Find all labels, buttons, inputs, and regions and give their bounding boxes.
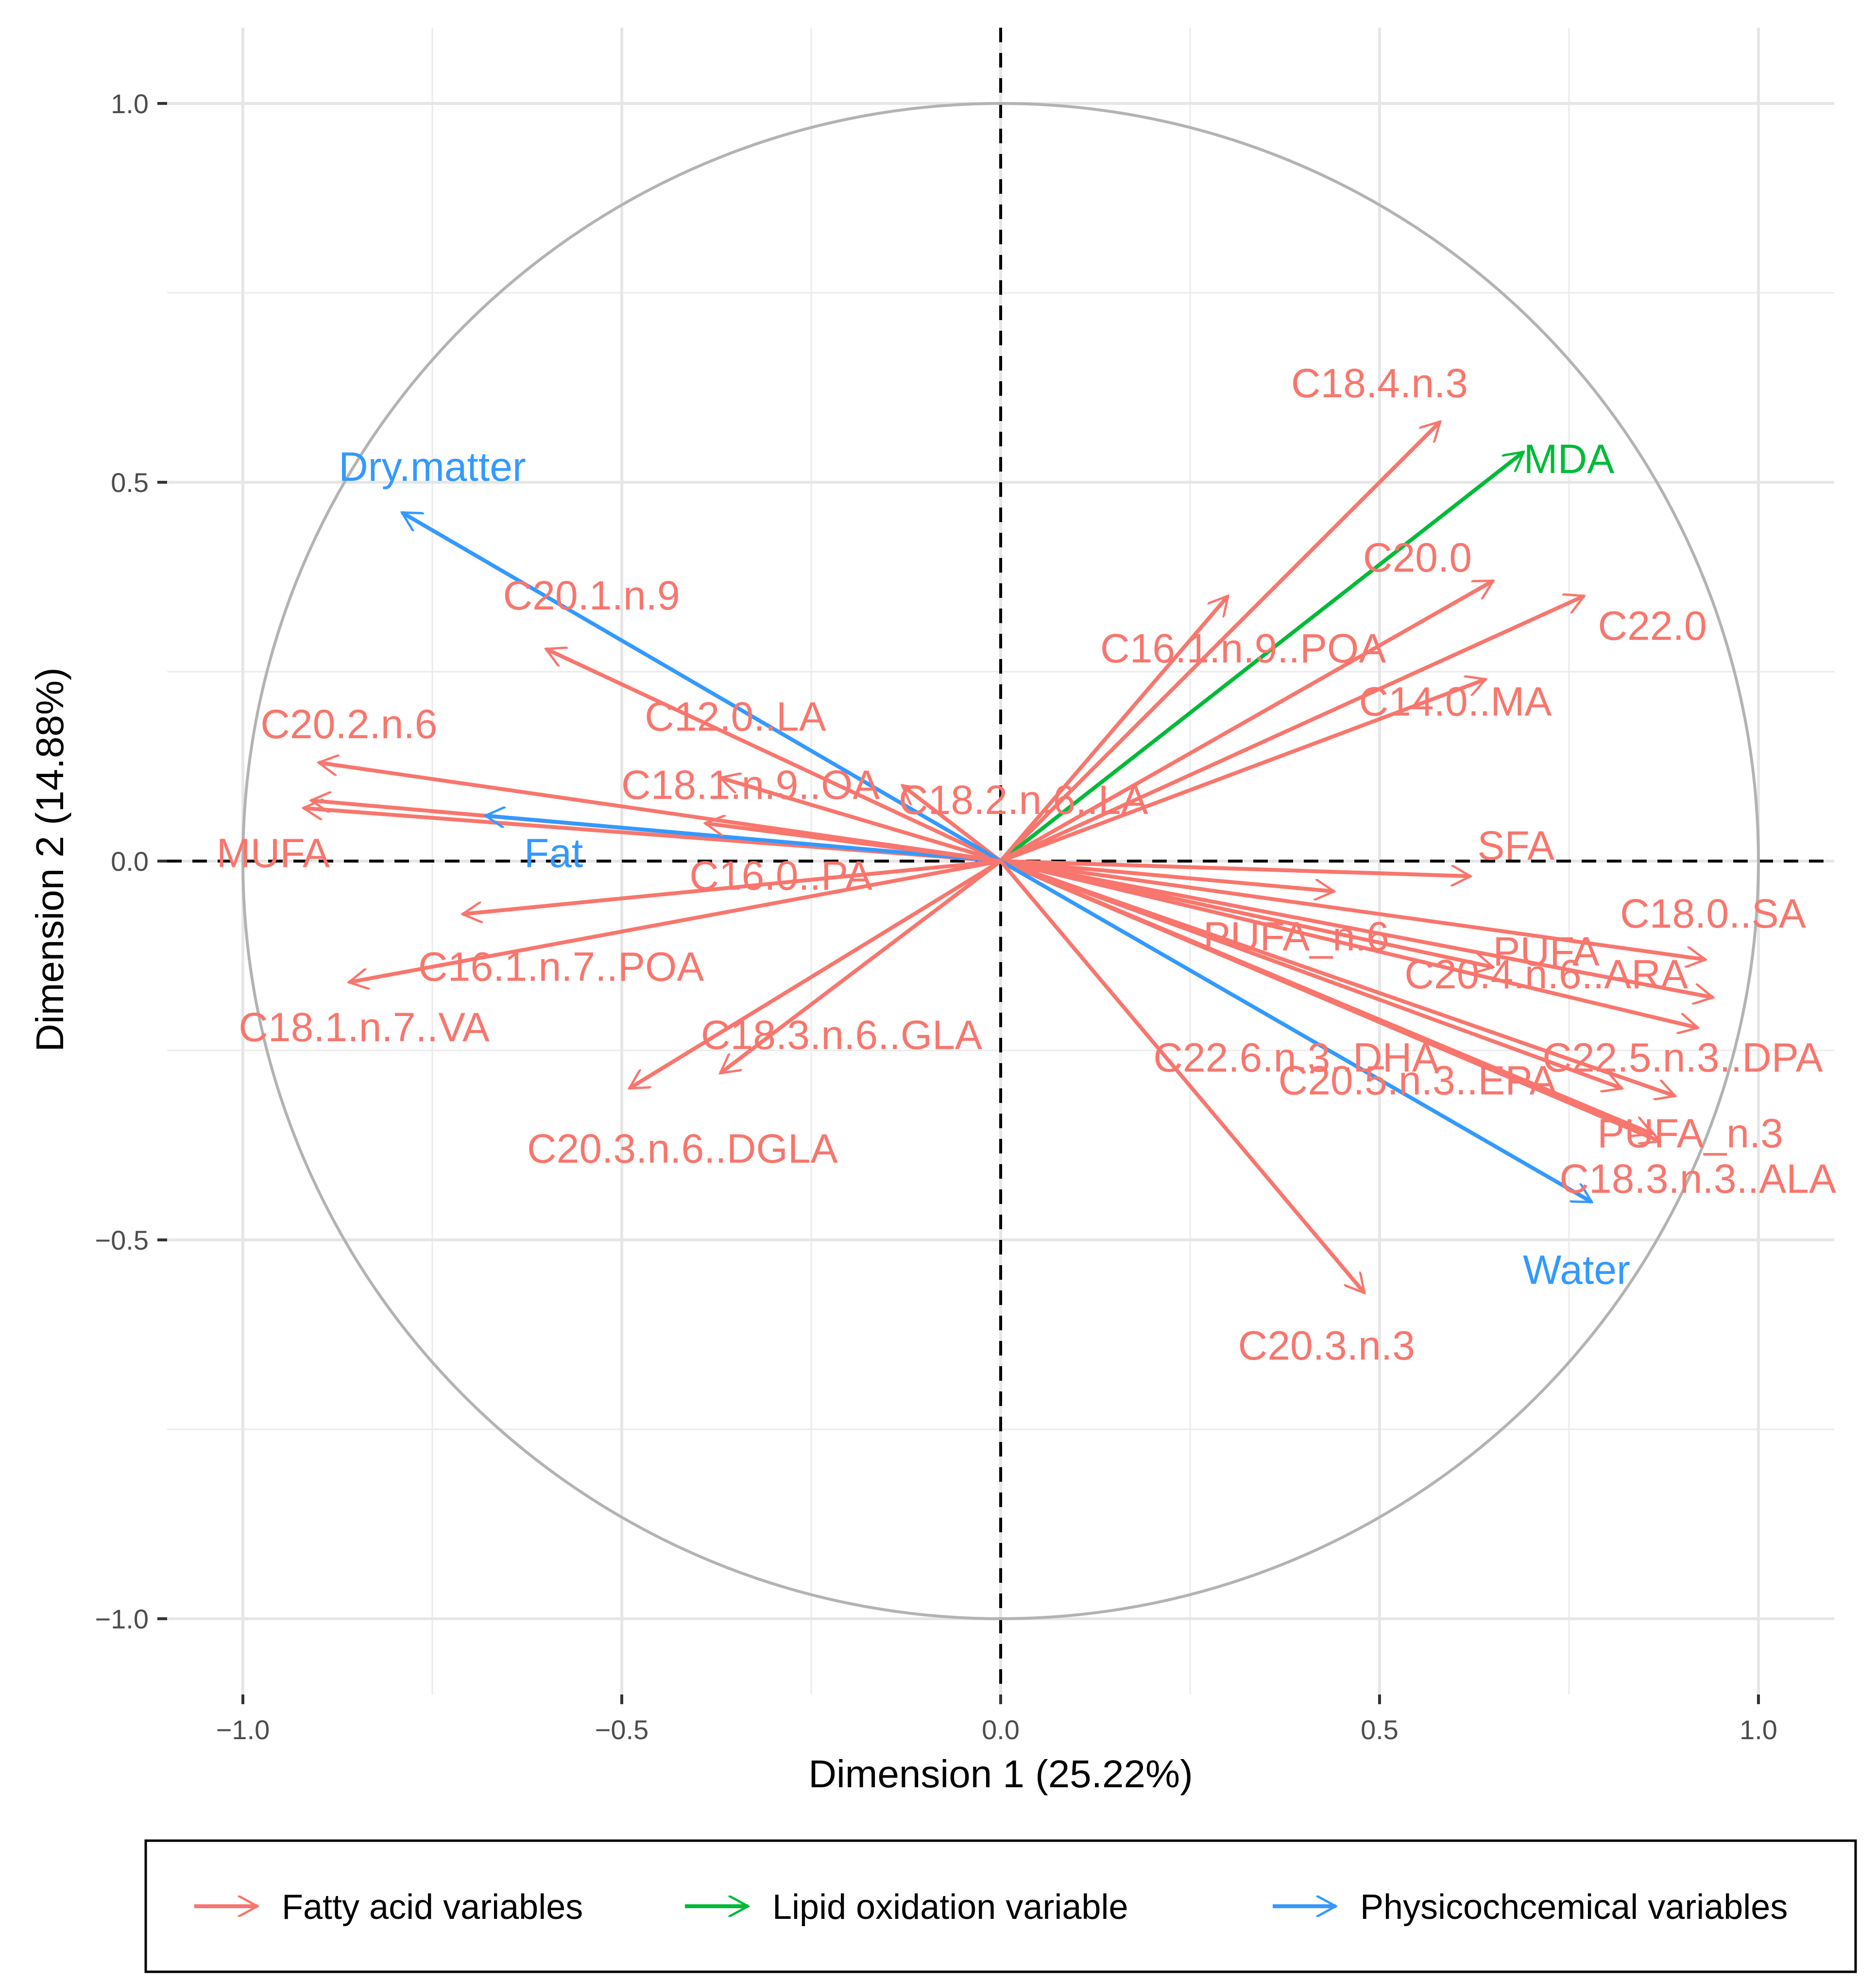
variable-label: Dry.matter [339,444,526,490]
variable-label: Water [1523,1247,1630,1292]
variable-arrow [1000,859,1470,876]
variable-arrow [1000,859,1592,1204]
variable-label: PUFA_n.3 [1597,1111,1783,1156]
y-tick-label: 1.0 [111,88,149,119]
variable-arrow [999,860,1364,1293]
variable-label: C20.3.n.3 [1238,1322,1415,1368]
variable-arrow [705,823,1001,863]
y-axis-title: Dimension 2 (14.88%) [28,667,71,1051]
variable-arrow [999,422,1440,863]
variable-arrow [546,649,1002,863]
variable-arrow [1000,679,1485,863]
x-tick-label: −1.0 [216,1714,270,1745]
variable-label: C16.1.n.7..POA [418,944,704,989]
variable-arrow [1000,859,1698,1028]
x-tick-label: −0.5 [595,1714,649,1745]
variable-arrow [720,859,1002,1075]
variable-label: C18.1.n.9..OA [621,762,880,808]
variable-arrow [1000,859,1334,891]
variable-label: C22.6.n.3..DHA [1153,1035,1439,1081]
variable-label: MDA [1524,436,1615,482]
variable-label: C18.0..SA [1620,891,1806,936]
x-tick-label: 0.0 [982,1714,1020,1745]
variable-label: C22.5.n.3..DPA [1542,1035,1823,1081]
variable-label: C20.3.n.6..DGLA [527,1126,838,1171]
variable-label: C18.1.n.7..VA [239,1004,490,1050]
variable-label: C18.3.n.3..ALA [1559,1156,1836,1202]
variable-arrow [999,450,1523,863]
variable-arrow [999,596,1228,863]
variable-label: C22.0 [1598,603,1707,648]
variable-arrow [1000,579,1493,863]
variable-label: C16.1.n.9..POA [1100,626,1386,671]
legend-box [144,1839,1857,1973]
variable-arrow [1000,859,1705,960]
variable-label: C20.4.n.6..ARA [1404,951,1688,997]
variable-arrow [485,815,1001,863]
legend-entry-label: Lipid oxidation variable [772,1888,1128,1927]
variable-label: C12.0..LA [645,694,826,740]
variable-arrow [462,859,1001,914]
variable-label: C20.5.n.3..EPA [1279,1057,1557,1103]
variable-label: C20.1.n.9 [503,573,680,618]
variable-label: C18.2.n.6..LA [899,777,1148,823]
variable-label: C18.4.n.3 [1291,360,1468,406]
unit-circle [241,102,1760,1620]
variable-label: C18.3.n.6..GLA [701,1012,982,1058]
variable-label: C20.0 [1363,535,1472,580]
legend: Fatty acid variables Lipid oxidation vari… [144,1839,1857,1973]
variable-arrow [1000,859,1653,1134]
variable-label: C14.0..MA [1359,678,1552,724]
variable-arrow [1000,596,1584,863]
variable-arrow [720,778,1002,863]
x-tick-label: 0.5 [1361,1714,1398,1745]
y-tick-label: −1.0 [95,1604,149,1634]
variable-label: SFA [1477,823,1554,868]
axes: −1.0 −0.5 0.0 0.5 1.0 −1.0 −0.5 0.0 0.5 1.0 [95,88,1777,1745]
y-tick-label: 0.0 [111,846,149,877]
variable-label: PUFA_n.6 [1203,914,1389,959]
variable-arrow [902,783,1002,863]
y-tick-label: 0.5 [111,467,149,498]
variable-arrow [349,859,1001,983]
variable-label: Fat [524,830,583,876]
variable-label: C16.0..PA [689,853,872,898]
unit-circle-outline [241,102,1760,1620]
variable-label: C20.2.n.6 [260,701,437,747]
variable-arrow [1000,859,1675,1096]
variable-label: MUFA [217,830,330,876]
variable-arrow [630,859,1002,1090]
x-axis-title: Dimension 1 (25.22%) [808,1752,1193,1796]
legend-entry-label: Physicochcemical variables [1360,1888,1788,1927]
x-tick-label: 1.0 [1740,1714,1777,1745]
variable-arrow [402,510,1002,863]
variable-arrow [1000,859,1713,998]
y-tick-label: −0.5 [95,1225,149,1255]
variable-arrows [304,422,1713,1293]
variable-label: PUFA [1493,929,1599,974]
legend-entry-label: Fatty acid variables [282,1888,583,1927]
variable-labels: C18.4.n.3 MDA C20.0 C22.0 C16.1.n.9..POA C14.… [217,360,1836,1368]
